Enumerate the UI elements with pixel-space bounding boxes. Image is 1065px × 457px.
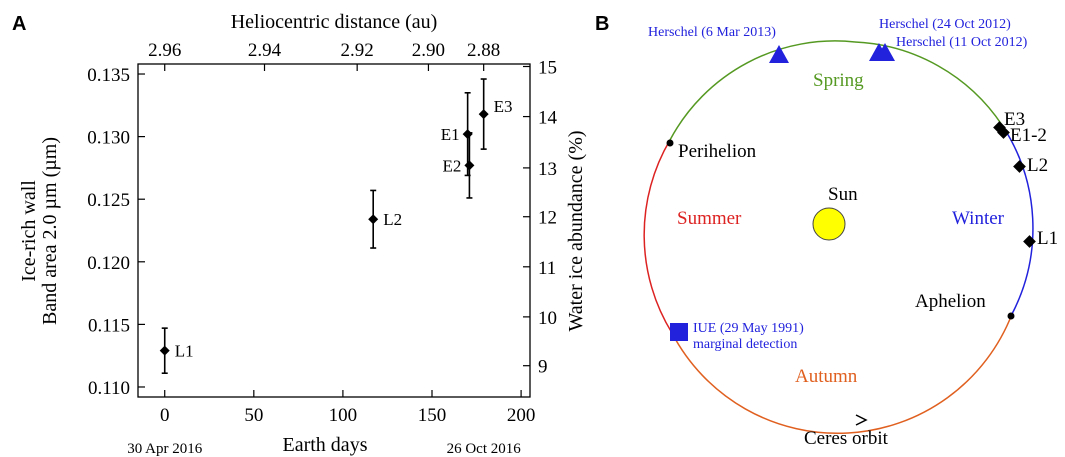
panel-a-scatter-chart: 0 50 100 150 200 0.1100.1150.1200.1250.1300.… <box>18 11 587 457</box>
y2-tick-label: 11 <box>538 258 556 279</box>
y-tick-label: 0.130 <box>87 128 130 149</box>
perihelion-marker <box>666 139 674 147</box>
y-tick-label: 0.110 <box>88 378 130 399</box>
data-point-e2 <box>464 160 475 171</box>
l1-label: L1 <box>1037 228 1058 249</box>
herschel-24-oct-2012-label: Herschel (24 Oct 2012) <box>879 17 1011 32</box>
y2-tick-label: 14 <box>538 108 558 129</box>
x-date-label: 26 Oct 2016 <box>447 441 522 457</box>
data-point-e1 <box>462 129 473 140</box>
y-axis-ticks: 0.110 0.115 0.120 0.125 0.130 0.135 <box>87 65 145 399</box>
y2-tick-label: 12 <box>538 208 557 229</box>
x-axis-ticks: 0 50 100 150 200 <box>160 390 535 426</box>
iue-marker <box>670 323 688 341</box>
orbit-arc-winter <box>1001 124 1034 315</box>
y2-tick-label: 13 <box>538 159 557 180</box>
point-label-e2: E2 <box>443 156 462 175</box>
aphelion-marker <box>1007 312 1015 320</box>
data-point-l2 <box>368 214 379 225</box>
y-axis-title-line1: Ice-rich wall <box>18 180 40 282</box>
y-tick-label: 0.120 <box>87 253 130 274</box>
orbit-arc-spring <box>854 41 1003 126</box>
season-label-winter: Winter <box>952 208 1005 229</box>
point-label-e3: E3 <box>494 97 513 116</box>
top-axis-title: Heliocentric distance (au) <box>231 11 438 33</box>
l1-marker <box>1023 235 1036 248</box>
top-tick-label: 2.90 <box>412 40 445 61</box>
x-tick-label: 100 <box>329 405 358 426</box>
orbit-arc-spring-part <box>669 40 856 141</box>
orbit-direction-arrow-icon <box>855 414 868 426</box>
x-tick-label: 200 <box>507 405 536 426</box>
point-label-l2: L2 <box>383 210 402 229</box>
sun-marker <box>812 207 846 241</box>
orbit-arc-summer <box>643 139 673 334</box>
season-label-spring: Spring <box>813 70 864 91</box>
y2-tick-label: 15 <box>538 58 557 79</box>
e3-label: E3 <box>1004 109 1025 130</box>
point-label-e1: E1 <box>441 125 460 144</box>
x-tick-label: 50 <box>244 405 263 426</box>
data-points: L1 L2 E1 E2 E3 <box>159 78 513 375</box>
herschel-6-mar-2013-label: Herschel (6 Mar 2013) <box>648 25 776 40</box>
season-label-summer: Summer <box>677 208 742 229</box>
top-tick-label: 2.92 <box>341 40 374 61</box>
iue-label-line1: IUE (29 May 1991) <box>693 321 804 336</box>
herschel-11-oct-2012-marker <box>875 43 895 61</box>
top-tick-label: 2.96 <box>148 40 181 61</box>
orbit-arc-autumn <box>671 313 1013 435</box>
top-tick-label: 2.94 <box>248 40 282 61</box>
herschel-11-oct-2012-label: Herschel (11 Oct 2012) <box>896 35 1028 50</box>
y-tick-label: 0.135 <box>87 65 130 86</box>
plot-area-frame <box>137 63 531 398</box>
x-date-labels: 30 Apr 2016 26 Oct 2016 <box>127 441 521 457</box>
top-axis-ticks: 2.96 2.94 2.92 2.90 2.88 <box>148 40 500 71</box>
y-tick-label: 0.115 <box>88 315 130 336</box>
iue-label-line2: marginal detection <box>693 337 797 352</box>
point-label-l1: L1 <box>175 342 194 361</box>
l2-label: L2 <box>1027 155 1048 176</box>
perihelion-label: Perihelion <box>678 141 757 162</box>
panel-a-letter: A <box>12 13 26 35</box>
season-label-autumn: Autumn <box>795 366 858 387</box>
y2-tick-label: 10 <box>538 308 557 329</box>
y-tick-label: 0.125 <box>87 190 130 211</box>
top-tick-label: 2.88 <box>467 40 500 61</box>
x-axis-title: Earth days <box>283 434 368 456</box>
x-tick-label: 0 <box>160 405 170 426</box>
data-point-l1 <box>159 345 170 356</box>
panel-b-orbit-diagram: Sun Spring Summer Winter Autumn Periheli… <box>643 17 1058 449</box>
orbit-title: Ceres orbit <box>804 428 889 449</box>
data-point-e3 <box>478 109 489 120</box>
aphelion-label: Aphelion <box>915 291 986 312</box>
x-date-label: 30 Apr 2016 <box>127 441 203 457</box>
y2-tick-label: 9 <box>538 357 548 378</box>
herschel-6-mar-2013-marker <box>769 45 789 63</box>
x-tick-label: 150 <box>418 405 447 426</box>
e1-2-label: E1-2 <box>1010 125 1047 146</box>
y2-axis-title: Water ice abundance (%) <box>565 130 587 331</box>
y-axis-title-line2: Band area 2.0 µm (µm) <box>39 137 61 325</box>
panel-b-letter: B <box>595 13 609 35</box>
sun-label: Sun <box>828 184 858 205</box>
y2-axis-ticks: 9 10 11 12 13 14 15 <box>523 58 558 378</box>
